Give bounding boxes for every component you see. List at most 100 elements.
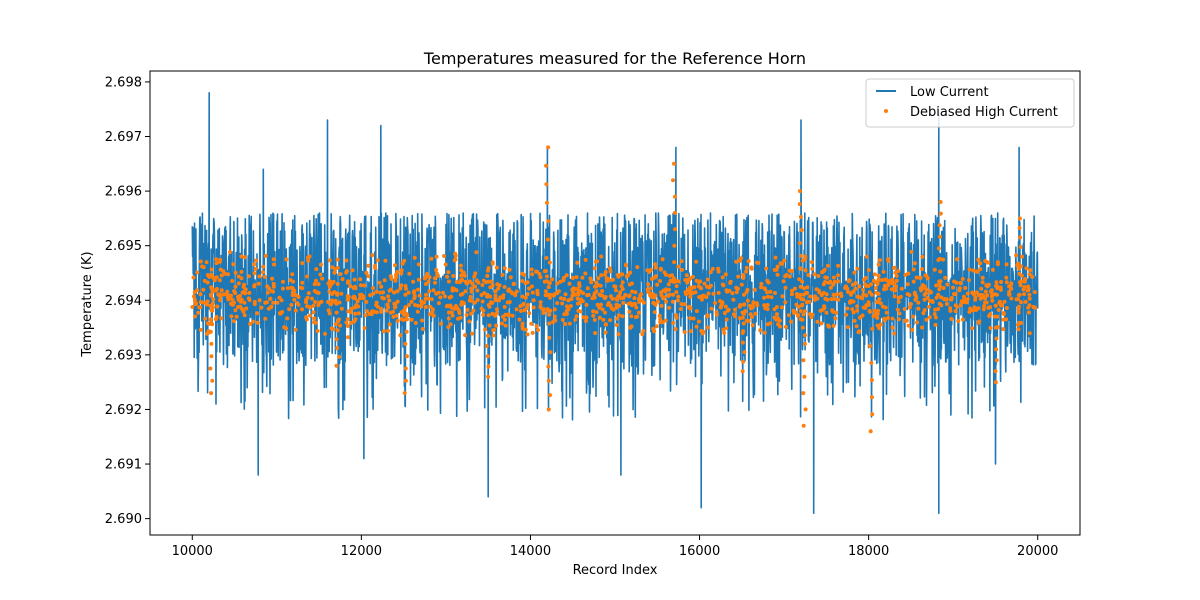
scatter-point bbox=[241, 284, 246, 289]
scatter-point bbox=[441, 290, 446, 295]
scatter-point bbox=[694, 309, 699, 314]
scatter-point bbox=[443, 262, 448, 267]
scatter-point bbox=[329, 302, 333, 307]
scatter-point bbox=[345, 294, 350, 299]
scatter-outlier-point bbox=[208, 317, 213, 322]
x-tick-label: 12000 bbox=[341, 544, 382, 559]
scatter-point bbox=[488, 285, 493, 290]
scatter-point bbox=[960, 317, 965, 322]
scatter-outlier-point bbox=[544, 163, 549, 168]
scatter-point bbox=[271, 257, 276, 262]
scatter-point bbox=[614, 323, 619, 327]
scatter-point bbox=[682, 330, 687, 335]
scatter-point bbox=[876, 262, 881, 267]
scatter-point bbox=[745, 298, 750, 303]
scatter-point bbox=[727, 288, 732, 293]
scatter-point bbox=[907, 305, 912, 310]
scatter-point bbox=[997, 300, 1002, 305]
scatter-point bbox=[773, 255, 778, 260]
scatter-point bbox=[765, 303, 770, 307]
scatter-point bbox=[730, 291, 735, 296]
scatter-point bbox=[451, 274, 456, 278]
scatter-point bbox=[271, 300, 276, 305]
scatter-point bbox=[720, 301, 725, 306]
scatter-point bbox=[670, 273, 674, 278]
scatter-point bbox=[832, 293, 836, 297]
scatter-point bbox=[252, 283, 257, 288]
scatter-point bbox=[861, 305, 866, 310]
scatter-point bbox=[563, 322, 568, 326]
scatter-point bbox=[989, 294, 994, 299]
scatter-point bbox=[304, 317, 309, 322]
scatter-point bbox=[239, 254, 244, 259]
scatter-point bbox=[912, 261, 917, 266]
scatter-point bbox=[939, 303, 944, 308]
scatter-outlier-point bbox=[486, 303, 491, 307]
scatter-outlier-point bbox=[547, 321, 552, 326]
scatter-point bbox=[402, 312, 406, 317]
scatter-point bbox=[520, 326, 525, 331]
scatter-point bbox=[416, 303, 420, 308]
scatter-point bbox=[312, 316, 317, 321]
scatter-outlier-point bbox=[485, 333, 490, 338]
scatter-point bbox=[423, 305, 428, 309]
scatter-point bbox=[663, 287, 668, 292]
scatter-point bbox=[792, 311, 797, 315]
scatter-point bbox=[637, 310, 641, 315]
scatter-point bbox=[576, 292, 581, 297]
scatter-outlier-point bbox=[802, 374, 807, 379]
scatter-point bbox=[567, 321, 572, 326]
scatter-point bbox=[529, 267, 534, 272]
scatter-point bbox=[809, 315, 814, 320]
scatter-point bbox=[203, 316, 208, 321]
scatter-point bbox=[281, 279, 285, 284]
scatter-point bbox=[705, 277, 710, 282]
scatter-point bbox=[575, 260, 580, 265]
scatter-outlier-point bbox=[937, 281, 942, 286]
scatter-point bbox=[916, 300, 921, 305]
scatter-point bbox=[383, 258, 388, 263]
scatter-point bbox=[388, 310, 393, 315]
scatter-point bbox=[320, 276, 325, 281]
scatter-outlier-point bbox=[208, 292, 213, 297]
scatter-point bbox=[652, 329, 657, 334]
scatter-point bbox=[502, 266, 507, 271]
scatter-point bbox=[629, 324, 634, 329]
scatter-point bbox=[816, 274, 821, 278]
scatter-point bbox=[346, 335, 350, 340]
scatter-point bbox=[988, 312, 993, 317]
scatter-point bbox=[380, 295, 385, 300]
scatter-outlier-point bbox=[672, 161, 676, 166]
scatter-point bbox=[603, 310, 607, 315]
scatter-point bbox=[634, 305, 639, 310]
scatter-point bbox=[616, 313, 621, 318]
scatter-outlier-point bbox=[994, 336, 999, 341]
scatter-point bbox=[941, 257, 946, 262]
scatter-point bbox=[211, 275, 216, 280]
scatter-point bbox=[214, 257, 219, 262]
scatter-point bbox=[218, 267, 223, 272]
scatter-point bbox=[490, 311, 495, 316]
scatter-point bbox=[878, 301, 883, 306]
scatter-point bbox=[525, 332, 530, 337]
scatter-point bbox=[307, 305, 312, 310]
scatter-point bbox=[209, 308, 214, 313]
scatter-point bbox=[436, 301, 441, 306]
scatter-point bbox=[476, 280, 481, 285]
scatter-point bbox=[932, 312, 937, 316]
scatter-point bbox=[660, 257, 665, 262]
scatter-point bbox=[362, 326, 367, 330]
scatter-point bbox=[783, 274, 788, 279]
scatter-point bbox=[230, 297, 235, 302]
scatter-point bbox=[592, 266, 597, 271]
scatter-point bbox=[654, 274, 659, 278]
scatter-point bbox=[270, 276, 275, 281]
scatter-point bbox=[523, 295, 528, 300]
scatter-point bbox=[584, 302, 589, 307]
scatter-point bbox=[892, 265, 896, 270]
scatter-outlier-point bbox=[994, 292, 999, 297]
scatter-point bbox=[419, 304, 424, 309]
scatter-point bbox=[708, 270, 713, 275]
scatter-point bbox=[894, 278, 899, 283]
scatter-point bbox=[599, 254, 604, 259]
